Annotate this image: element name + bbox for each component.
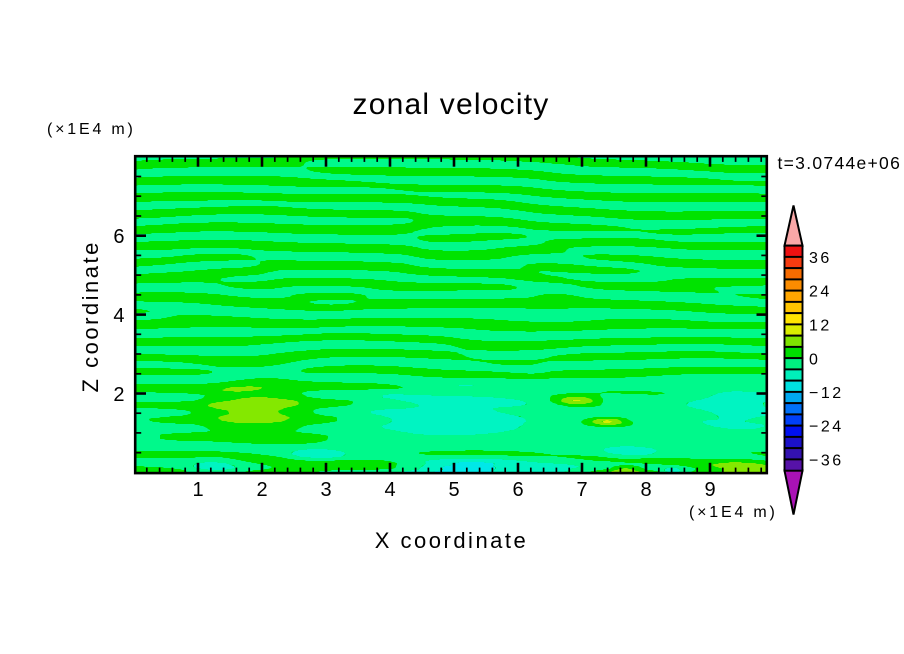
svg-text:6: 6	[113, 226, 124, 248]
svg-text:zonal velocity: zonal velocity	[353, 88, 550, 121]
svg-text:12: 12	[809, 318, 832, 335]
svg-text:3: 3	[320, 479, 331, 501]
svg-text:Z coordinate: Z coordinate	[78, 240, 103, 392]
svg-text:8: 8	[640, 479, 651, 501]
svg-text:9: 9	[704, 479, 715, 501]
svg-text:5: 5	[448, 479, 459, 501]
svg-text:t=3.0744e+06: t=3.0744e+06	[778, 153, 902, 173]
svg-text:1: 1	[192, 479, 203, 501]
svg-text:−24: −24	[809, 419, 844, 436]
svg-text:−36: −36	[809, 452, 844, 469]
svg-text:X coordinate: X coordinate	[375, 528, 529, 553]
svg-text:4: 4	[384, 479, 395, 501]
svg-text:2: 2	[256, 479, 267, 501]
svg-text:4: 4	[113, 305, 124, 327]
svg-text:24: 24	[809, 284, 832, 301]
svg-text:(×1E4 m): (×1E4 m)	[689, 504, 778, 521]
svg-text:2: 2	[113, 384, 124, 406]
svg-text:36: 36	[809, 250, 832, 267]
svg-text:6: 6	[512, 479, 523, 501]
svg-text:7: 7	[576, 479, 587, 501]
svg-text:0: 0	[809, 351, 820, 368]
svg-text:−12: −12	[809, 385, 844, 402]
svg-text:(×1E4 m): (×1E4 m)	[47, 121, 136, 138]
